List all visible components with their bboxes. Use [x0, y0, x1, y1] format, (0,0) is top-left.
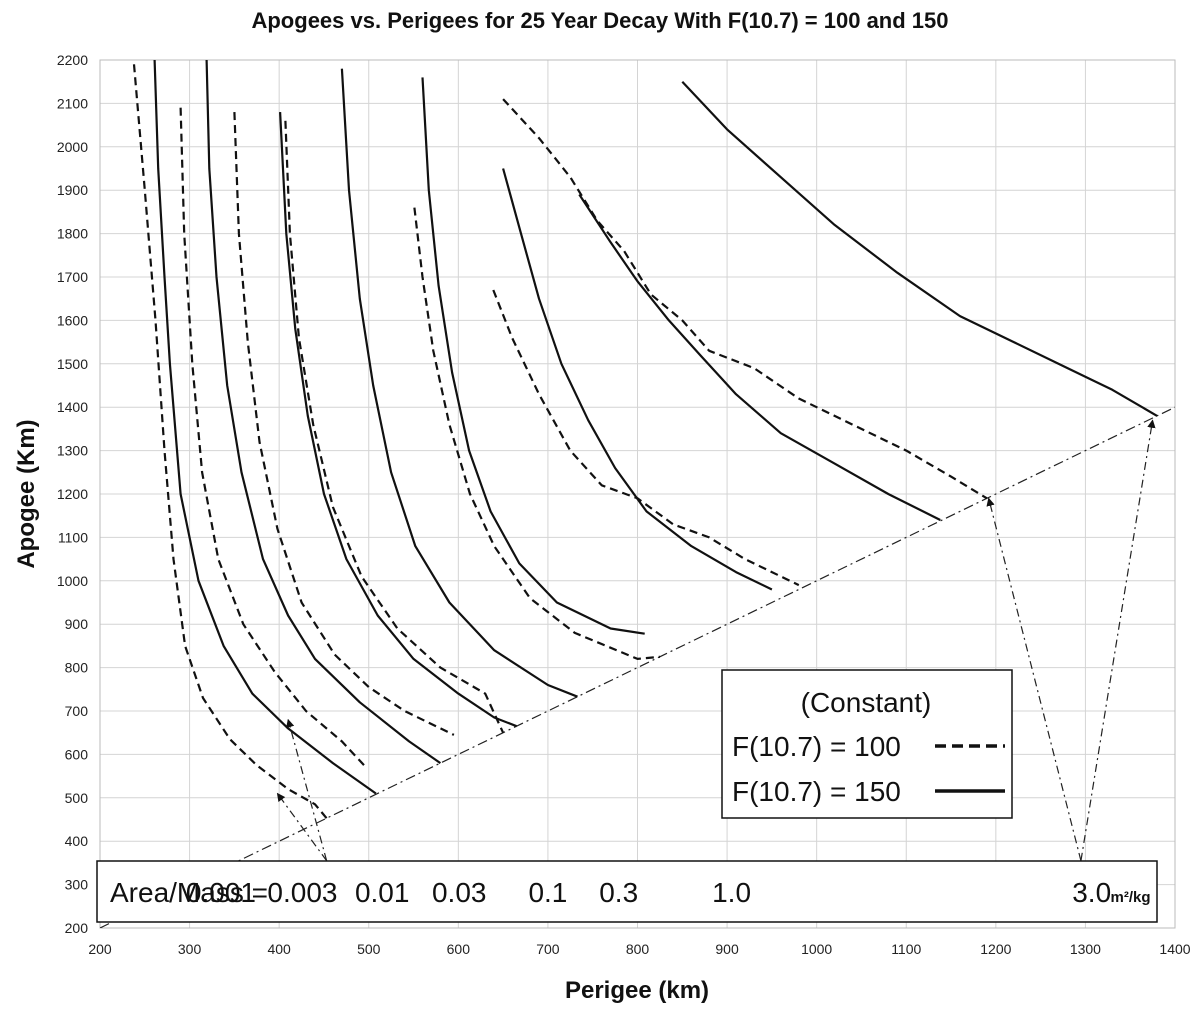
arrow-annotations — [276, 419, 1156, 862]
area-mass-box: Area/Mass = 0.001 0.003 0.01 0.03 0.1 0.3 1.0 3… — [96, 860, 1158, 923]
grid — [99, 59, 1176, 929]
x-tick-label: 700 — [536, 941, 560, 957]
series-group — [132, 60, 1158, 819]
circular-orbit-line — [100, 406, 1175, 928]
y-tick-label: 1700 — [57, 269, 88, 285]
y-tick-label: 2100 — [57, 95, 88, 111]
y-tick-label: 800 — [65, 660, 89, 676]
area-mass-unit: m²/kg — [1111, 889, 1151, 906]
y-tick-label: 900 — [65, 616, 89, 632]
area-mass-prefix: Area/Mass = — [110, 877, 268, 908]
x-tick-label: 400 — [267, 941, 291, 957]
curve-f100-am-1_0 — [502, 98, 988, 500]
legend-heading: (Constant) — [801, 687, 932, 718]
curve-f150-am-0_1 — [421, 77, 645, 635]
curve-f100-am-0_03 — [284, 120, 505, 734]
y-tick-label: 700 — [65, 703, 89, 719]
legend-entry-solid-label: F(10.7) = 150 — [732, 776, 901, 807]
curve-f150-am-0_001 — [153, 60, 377, 795]
y-axis-label: Apogee (Km) — [13, 419, 40, 568]
x-tick-label: 1400 — [1159, 941, 1190, 957]
y-axis-ticks: 200 300 400 500 600 700 800 900 1000 1100 1200 1300… — [57, 52, 88, 936]
y-tick-label: 1300 — [57, 443, 88, 459]
x-tick-label: 1300 — [1070, 941, 1101, 957]
annotation-arrow — [986, 497, 1082, 861]
plot-frame — [99, 59, 1176, 929]
y-tick-label: 500 — [65, 790, 89, 806]
area-mass-value: 1.0 — [712, 877, 751, 908]
y-tick-label: 300 — [65, 877, 89, 893]
y-tick-label: 1200 — [57, 486, 88, 502]
curve-f150-am-0_01 — [279, 112, 517, 728]
x-axis-ticks: 200 300 400 500 600 700 800 900 1000 1100 1200 1300… — [88, 941, 1190, 957]
area-mass-value: 0.3 — [599, 877, 638, 908]
x-axis-label: Perigee (km) — [565, 977, 709, 1004]
x-tick-label: 1200 — [980, 941, 1011, 957]
chart-title: Apogees vs. Perigees for 25 Year Decay W… — [251, 8, 948, 33]
curve-f100-am-0_001 — [132, 64, 328, 819]
area-mass-value: 0.03 — [432, 877, 487, 908]
y-tick-label: 1100 — [58, 529, 88, 545]
area-mass-value: 3.0 — [1072, 877, 1111, 908]
y-tick-label: 600 — [65, 746, 89, 762]
x-tick-label: 900 — [715, 941, 739, 957]
y-tick-label: 1900 — [57, 182, 88, 198]
x-tick-label: 800 — [626, 941, 650, 957]
y-tick-label: 400 — [65, 833, 89, 849]
x-tick-label: 500 — [357, 941, 381, 957]
legend: (Constant) F(10.7) = 100 F(10.7) = 150 — [721, 669, 1013, 819]
area-mass-value: 0.1 — [528, 877, 567, 908]
y-tick-label: 1800 — [57, 226, 88, 242]
curve-f100-am-0_1 — [413, 207, 661, 660]
y-tick-label: 1000 — [57, 573, 88, 589]
area-mass-value: 0.01 — [355, 877, 410, 908]
area-mass-frame — [96, 860, 1158, 923]
x-tick-label: 600 — [447, 941, 471, 957]
annotation-arrow — [286, 718, 328, 861]
x-tick-label: 300 — [178, 941, 202, 957]
annotation-arrow — [276, 792, 328, 862]
legend-box — [721, 669, 1013, 819]
y-tick-label: 1500 — [57, 356, 88, 372]
curve-f100-am-0_003 — [179, 107, 367, 769]
area-mass-value: 0.003 — [267, 877, 337, 908]
curve-f150-am-0_03 — [340, 68, 578, 698]
legend-entry-dashed-label: F(10.7) = 100 — [732, 731, 901, 762]
curve-f100-am-0_3 — [492, 289, 800, 587]
x-tick-label: 1100 — [891, 941, 921, 957]
curve-f150-am-0_003 — [205, 60, 442, 765]
annotation-arrow — [1080, 419, 1156, 861]
curve-f150-am-0_3 — [502, 168, 773, 591]
y-tick-label: 1600 — [57, 312, 88, 328]
x-tick-label: 1000 — [801, 941, 832, 957]
y-tick-label: 2000 — [57, 139, 88, 155]
y-tick-label: 200 — [65, 920, 89, 936]
y-tick-label: 1400 — [57, 399, 88, 415]
curve-f150-am-3_0 — [681, 80, 1158, 417]
curve-f150-am-1_0 — [578, 193, 941, 521]
curve-f100-am-0_01 — [233, 112, 455, 736]
x-tick-label: 200 — [88, 941, 112, 957]
circular-orbit-reference-line — [100, 406, 1175, 928]
y-tick-label: 2200 — [57, 52, 88, 68]
area-mass-value: 0.001 — [186, 877, 256, 908]
